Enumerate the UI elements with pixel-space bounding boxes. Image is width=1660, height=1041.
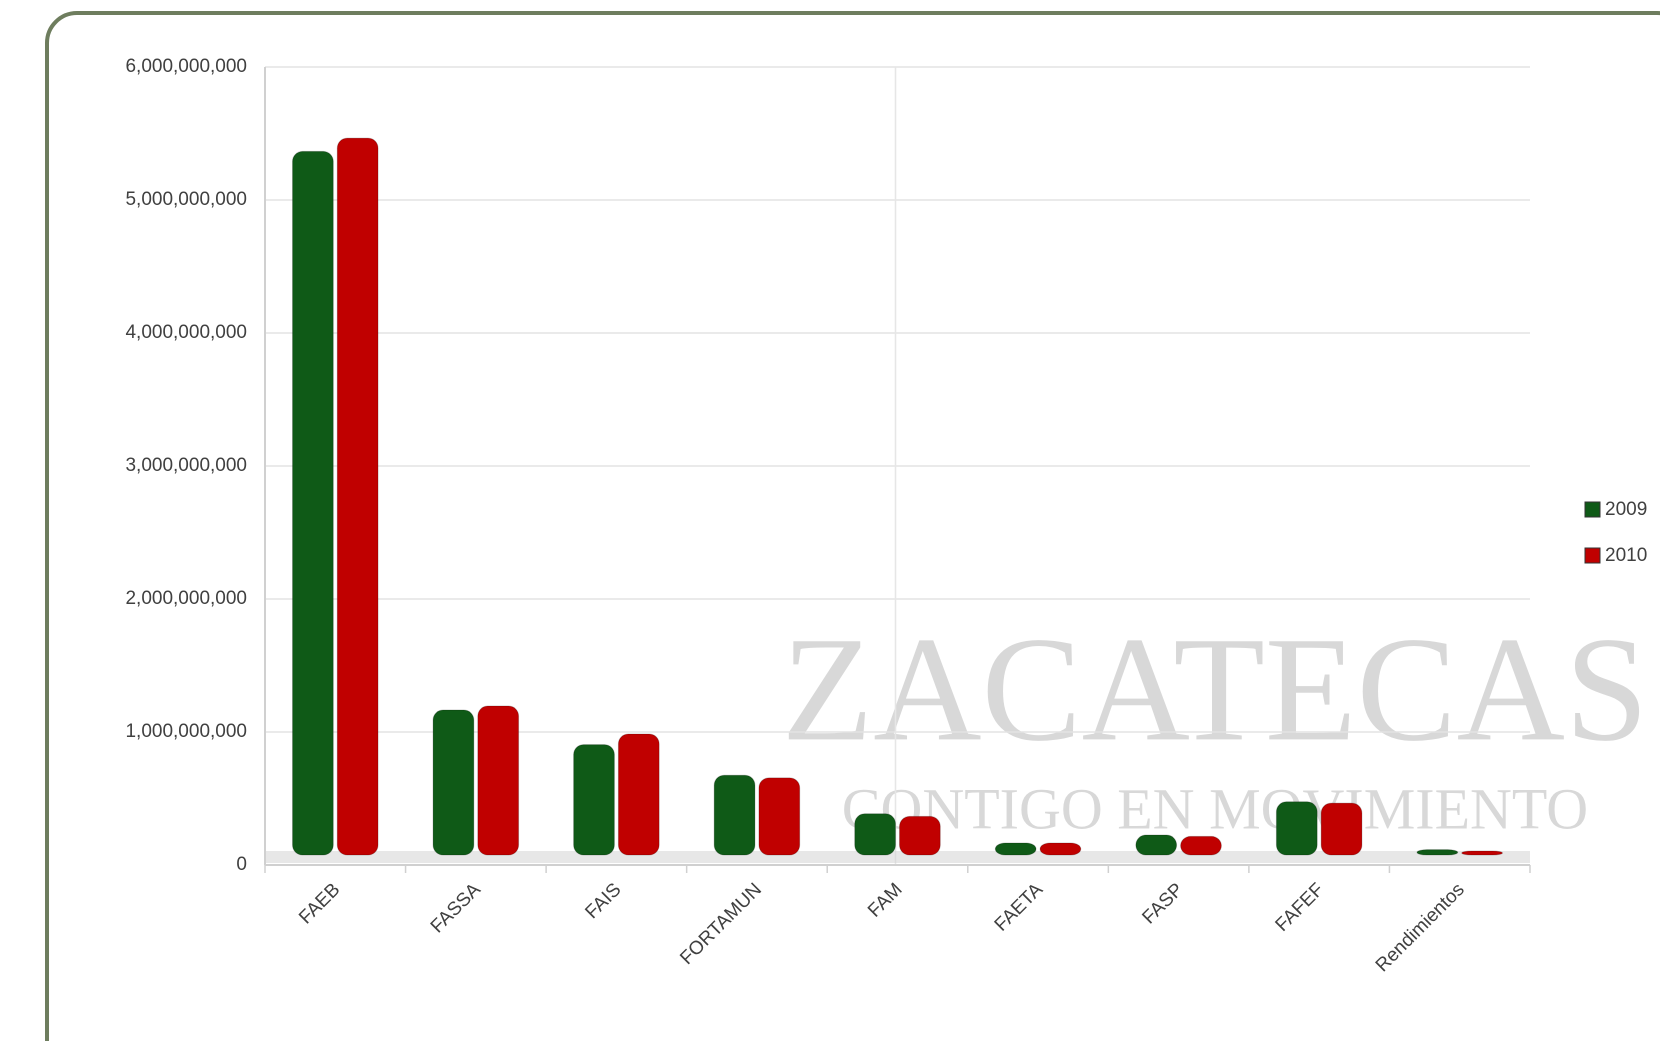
bar: [1461, 850, 1503, 856]
bar: [477, 705, 520, 856]
bar: [1275, 801, 1318, 856]
bar: [854, 813, 897, 856]
watermark-title: ZACATECAS: [782, 606, 1649, 772]
y-tick-label: 6,000,000,000: [125, 56, 247, 77]
y-tick-label: 4,000,000,000: [125, 322, 247, 343]
y-tick-label: 1,000,000,000: [125, 721, 247, 742]
bar: [1180, 835, 1222, 856]
legend-swatch: [1584, 501, 1601, 518]
legend-label: 2009: [1605, 499, 1647, 520]
bar: [758, 777, 801, 856]
watermark-subtitle: CONTIGO EN MOVIMIENTO: [842, 776, 1588, 841]
y-tick-label: 2,000,000,000: [125, 588, 247, 609]
bar: [292, 150, 334, 856]
bar: [994, 842, 1037, 856]
y-tick-label: 5,000,000,000: [125, 189, 247, 210]
bar: [573, 744, 615, 856]
bar: [432, 709, 475, 856]
bar: [1135, 834, 1178, 856]
legend-swatch: [1584, 547, 1601, 564]
bar: [1039, 842, 1082, 856]
y-tick-label: 3,000,000,000: [125, 455, 247, 476]
bar: [1416, 849, 1459, 856]
legend-label: 2010: [1605, 545, 1647, 566]
bar: [899, 815, 941, 856]
bar: [336, 137, 379, 856]
bar: [1320, 802, 1363, 856]
bar: [617, 733, 660, 856]
bar: [713, 774, 756, 856]
y-tick-label: 0: [236, 854, 247, 875]
frame: [45, 11, 1660, 1041]
